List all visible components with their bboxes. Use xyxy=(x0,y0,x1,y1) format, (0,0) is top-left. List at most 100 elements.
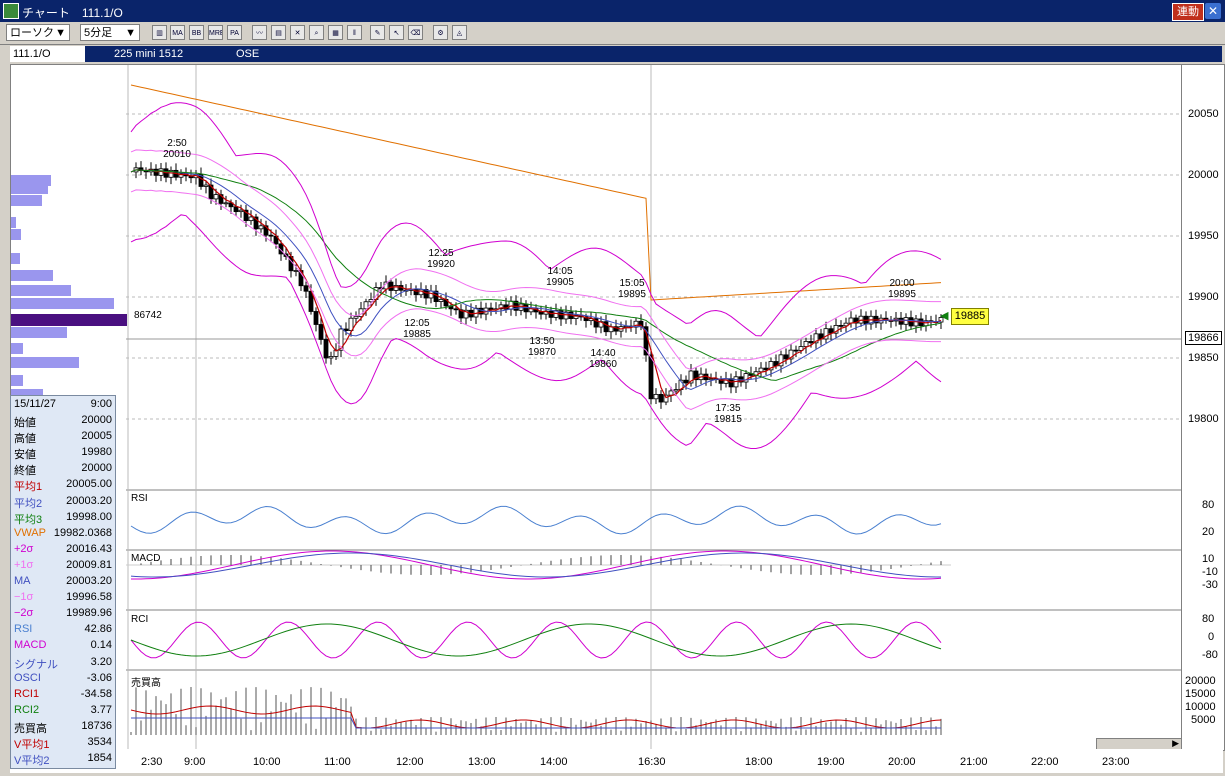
bollinger-icon[interactable]: BB xyxy=(189,25,204,40)
columns-icon[interactable]: ‖ xyxy=(347,25,362,40)
pencil-icon[interactable]: ✎ xyxy=(370,25,385,40)
zoom-icon[interactable]: ⌕ xyxy=(309,25,324,40)
annotation-label: 2:50 20010 xyxy=(163,138,191,160)
candle-body xyxy=(743,373,749,383)
candle-body xyxy=(198,174,204,187)
symbol-bar: 111.1/O 225 mini 1512 OSE xyxy=(10,46,1222,62)
candle-body xyxy=(208,184,214,200)
info-value: 20000 xyxy=(81,414,112,426)
volume-ma1-line xyxy=(130,705,942,729)
bar-chart-icon[interactable]: ▤ xyxy=(271,25,286,40)
candle-body xyxy=(508,300,514,310)
info-value: 42.86 xyxy=(84,623,112,636)
info-key: 平均1 xyxy=(14,481,43,494)
ma-icon[interactable]: MA xyxy=(170,25,185,40)
interval-select[interactable]: 5分足 ▼ xyxy=(80,24,140,41)
candle-body xyxy=(808,341,814,344)
scroll-right-icon[interactable]: ▶ xyxy=(1172,738,1179,748)
price-axis: 20050 20000 19950 19900 19850 19800 1986… xyxy=(1181,64,1225,751)
candle-body xyxy=(348,317,354,331)
close-button[interactable]: ✕ xyxy=(1205,3,1221,19)
info-row: RCI1 -34.58 xyxy=(14,686,112,702)
link-toggle-button[interactable]: 連動 xyxy=(1172,3,1204,21)
candle-body xyxy=(488,307,494,310)
chart-area[interactable]: RSI MACD RCI 売買高 86742 xyxy=(10,64,1182,751)
candle-body xyxy=(438,299,444,302)
annotation-label: 14:05 19905 xyxy=(546,266,574,288)
info-value: 20016.43 xyxy=(66,542,112,555)
candle-body xyxy=(793,349,799,352)
candle-body xyxy=(583,316,589,322)
info-value: -3.06 xyxy=(86,671,112,684)
settings-icon[interactable]: ⚙ xyxy=(433,25,448,40)
candle-body xyxy=(423,289,429,299)
volume-profile-bar xyxy=(11,343,23,354)
volume-profile-bar xyxy=(11,314,127,326)
window-title: チャート 111.1/O xyxy=(22,6,123,20)
rci-label: RCI xyxy=(131,614,149,625)
bollinger-lower2 xyxy=(130,214,942,449)
candle-body xyxy=(388,281,394,291)
info-key: シグナル xyxy=(14,658,58,671)
info-value: 20003.20 xyxy=(66,494,112,507)
rsi-line xyxy=(130,505,942,535)
time-tick: 22:00 xyxy=(1031,756,1059,768)
info-row: 平均2 20003.20 xyxy=(14,493,112,510)
info-row: RSI 42.86 xyxy=(14,621,112,637)
info-value: 20009.81 xyxy=(66,558,112,571)
info-row: 平均1 20005.00 xyxy=(14,476,112,494)
candle-body xyxy=(168,169,174,178)
volume-profile-bar xyxy=(11,195,42,206)
info-row: +2σ 20016.43 xyxy=(14,541,112,557)
candle-body xyxy=(478,307,484,315)
price-tick: 20050 xyxy=(1188,108,1219,120)
chart-type-select[interactable]: ローソク ▼ xyxy=(6,24,70,41)
price-tick: 19850 xyxy=(1188,352,1219,364)
info-value: 19989.96 xyxy=(66,607,112,620)
info-key: V平均1 xyxy=(14,739,50,751)
candle-body xyxy=(233,206,239,213)
time-tick: 10:00 xyxy=(253,756,281,768)
candle-icon[interactable]: ▥ xyxy=(152,25,167,40)
rci1-line xyxy=(130,621,942,659)
candle-body xyxy=(798,346,804,351)
symbol-code: 111.1/O xyxy=(13,48,51,60)
info-key: 安値 xyxy=(14,449,36,462)
pa-icon[interactable]: PA xyxy=(227,25,242,40)
candle-body xyxy=(218,194,224,204)
cursor-icon[interactable]: ↖ xyxy=(389,25,404,40)
candle-body xyxy=(178,173,184,178)
info-value: 19980 xyxy=(81,446,112,459)
time-tick: 21:00 xyxy=(960,756,988,768)
info-key: +1σ xyxy=(14,558,34,571)
candle-body xyxy=(763,367,769,371)
info-key: +2σ xyxy=(14,542,34,555)
candle-body xyxy=(203,184,209,187)
line-chart-icon[interactable]: 〰 xyxy=(252,25,267,40)
mre-icon[interactable]: MRE xyxy=(208,25,223,40)
price-tick: 19900 xyxy=(1188,291,1219,303)
macd-tick: -30 xyxy=(1202,579,1218,591)
symbol-code-field[interactable]: 111.1/O xyxy=(10,46,85,62)
volume-profile-bar xyxy=(11,217,16,228)
chevron-down-icon: ▼ xyxy=(55,27,66,39)
price-tick: 19800 xyxy=(1188,413,1219,425)
candle-body xyxy=(453,308,459,311)
grid-icon[interactable]: ▦ xyxy=(328,25,343,40)
info-date-row: 15/11/27 9:00 xyxy=(14,396,112,412)
cross-icon[interactable]: ✕ xyxy=(290,25,305,40)
fibonacci-icon[interactable]: ◬ xyxy=(452,25,467,40)
volume-profile-bar xyxy=(11,285,71,296)
volume-profile-bar xyxy=(11,183,48,194)
time-axis xyxy=(10,749,1223,773)
candle-body xyxy=(573,314,579,319)
info-key: 売買高 xyxy=(14,722,47,735)
candle-body xyxy=(843,322,849,327)
volume-profile-bar xyxy=(11,327,67,338)
info-row: 平均3 19998.00 xyxy=(14,509,112,526)
info-value: 3.20 xyxy=(90,655,112,668)
candle-body xyxy=(518,303,524,311)
candle-body xyxy=(783,354,789,360)
eraser-icon[interactable]: ⌫ xyxy=(408,25,423,40)
info-key: MA xyxy=(14,575,31,587)
